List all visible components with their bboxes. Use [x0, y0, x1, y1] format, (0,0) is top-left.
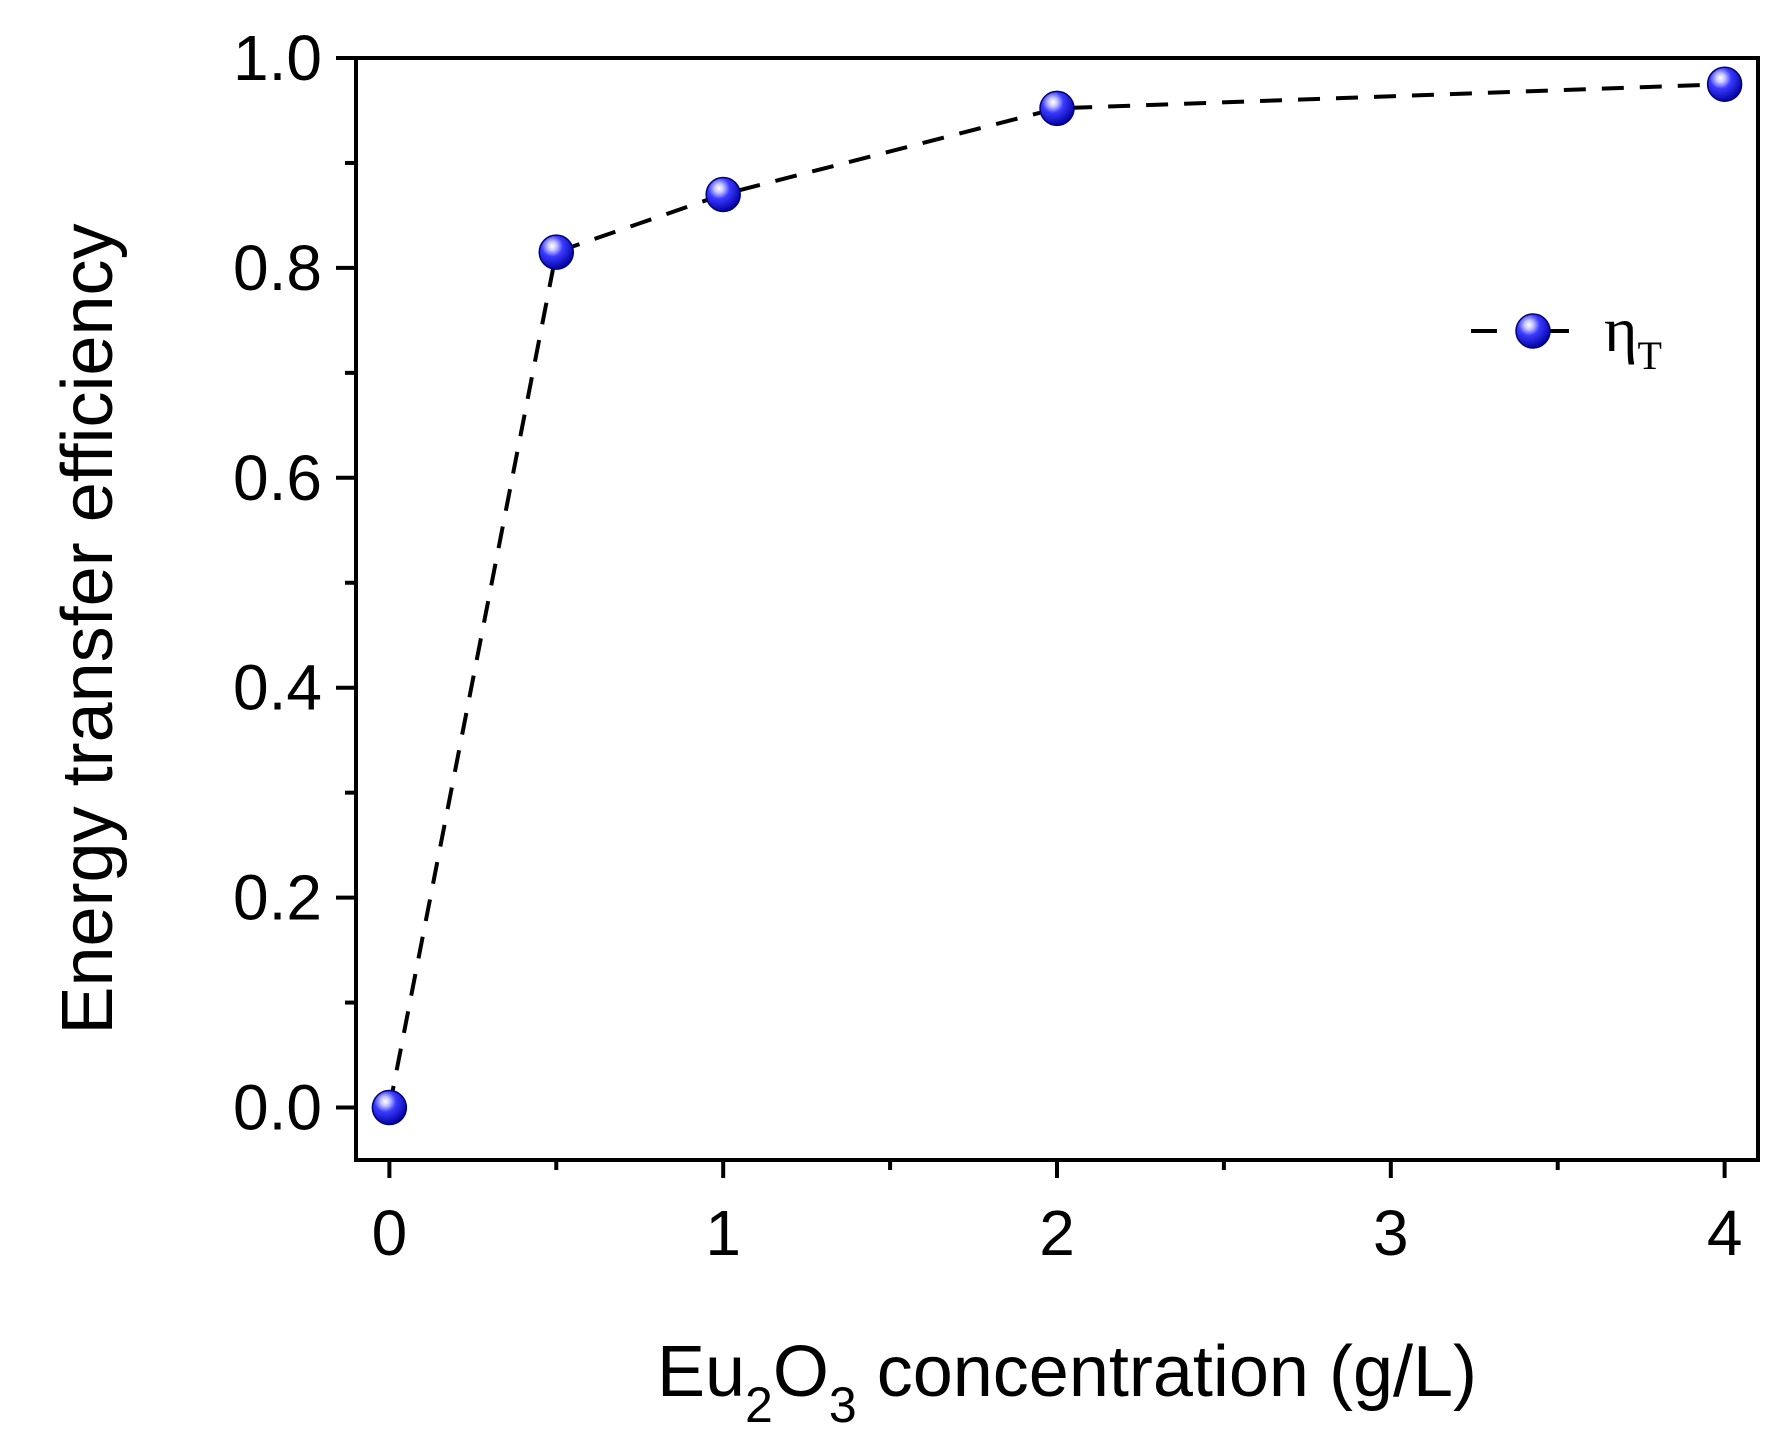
- x-tick-label: 4: [1707, 1197, 1743, 1269]
- x-axis-title: Eu2O3 concentration (g/L): [657, 1332, 1477, 1433]
- x-tick-label: 2: [1039, 1197, 1075, 1269]
- legend: ηT: [1471, 294, 1662, 378]
- data-point: [1039, 90, 1075, 127]
- x-axis-title-text: Eu: [657, 1332, 745, 1412]
- legend-label: ηT: [1604, 294, 1662, 378]
- data-point: [1706, 66, 1743, 102]
- y-axis-title: Energy transfer efficiency: [48, 223, 128, 1034]
- series-line: [387, 82, 1725, 1108]
- legend-marker: [1515, 313, 1551, 349]
- x-tick-label: 0: [372, 1197, 408, 1269]
- x-tick-label: 1: [705, 1197, 741, 1269]
- legend-label-main: η: [1604, 294, 1637, 365]
- data-point: [371, 1089, 408, 1126]
- y-tick-label: 0.6: [233, 442, 322, 514]
- x-axis-title-subscript: 2: [745, 1377, 773, 1433]
- y-tick-label: 0.2: [233, 862, 322, 934]
- legend-label-subscript: T: [1637, 333, 1661, 378]
- y-tick-label: 0.4: [233, 652, 322, 724]
- x-tick-label: 3: [1373, 1197, 1409, 1269]
- y-tick-label: 0.8: [233, 232, 322, 304]
- x-axis-title-text: O: [773, 1332, 829, 1412]
- y-tick-label: 1.0: [233, 22, 322, 94]
- y-tick-label: 0.0: [233, 1072, 322, 1144]
- axes-layer: 0 1 2 3 4 0.0 0.2 0.4 0.6 0.8 1.0: [233, 22, 1760, 1269]
- data-point: [705, 176, 741, 213]
- plot-frame: [354, 56, 1760, 1162]
- series-layer: [371, 66, 1743, 1126]
- x-axis-title-text: concentration (g/L): [857, 1332, 1477, 1412]
- x-axis-title-subscript: 3: [829, 1377, 857, 1433]
- data-point: [538, 234, 575, 270]
